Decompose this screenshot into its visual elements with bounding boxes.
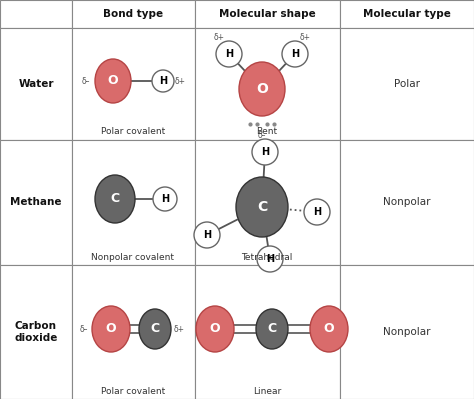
Text: O: O: [210, 322, 220, 336]
Ellipse shape: [196, 306, 234, 352]
Text: C: C: [257, 200, 267, 214]
Text: δ+: δ+: [213, 34, 225, 43]
Bar: [340, 0, 474, 28]
Circle shape: [252, 139, 278, 165]
Bar: [195, 0, 340, 28]
Bar: [195, 28, 340, 140]
Ellipse shape: [139, 309, 171, 349]
Bar: [0, 140, 72, 265]
Text: Nonpolar: Nonpolar: [383, 327, 431, 337]
Bar: [72, 28, 195, 140]
Text: O: O: [106, 322, 116, 336]
Text: δ–: δ–: [82, 77, 90, 85]
Text: H: H: [261, 147, 269, 157]
Text: Molecular shape: Molecular shape: [219, 9, 315, 19]
Bar: [72, 0, 195, 28]
Bar: [340, 265, 474, 399]
Circle shape: [304, 199, 330, 225]
Text: δ+: δ+: [173, 324, 184, 334]
Text: O: O: [256, 82, 268, 96]
Text: Polar covalent: Polar covalent: [101, 387, 165, 395]
Bar: [0, 28, 72, 140]
Text: H: H: [203, 230, 211, 240]
Bar: [195, 140, 340, 265]
Text: H: H: [225, 49, 233, 59]
Text: H: H: [291, 49, 299, 59]
Bar: [0, 0, 72, 28]
Text: C: C: [267, 322, 276, 336]
Circle shape: [216, 41, 242, 67]
Text: Tetrahedral: Tetrahedral: [241, 253, 292, 261]
Bar: [340, 140, 474, 265]
Text: H: H: [159, 76, 167, 86]
Text: δ+: δ+: [174, 77, 185, 85]
Ellipse shape: [239, 62, 285, 116]
Text: Water: Water: [18, 79, 54, 89]
Bar: [72, 265, 195, 399]
Text: H: H: [266, 254, 274, 264]
Text: δ–: δ–: [80, 324, 88, 334]
Ellipse shape: [256, 309, 288, 349]
Text: Nonpolar: Nonpolar: [383, 197, 431, 207]
Ellipse shape: [310, 306, 348, 352]
Text: H: H: [161, 194, 169, 204]
Circle shape: [257, 246, 283, 272]
Text: Nonpolar covalent: Nonpolar covalent: [91, 253, 174, 261]
Bar: [72, 140, 195, 265]
Circle shape: [153, 187, 177, 211]
Text: C: C: [110, 192, 119, 205]
Bar: [340, 28, 474, 140]
Ellipse shape: [95, 59, 131, 103]
Bar: [195, 265, 340, 399]
Text: Carbon
dioxide: Carbon dioxide: [14, 321, 58, 343]
Text: Linear: Linear: [253, 387, 281, 395]
Text: δ+: δ+: [300, 34, 310, 43]
Text: C: C: [150, 322, 160, 336]
Ellipse shape: [236, 177, 288, 237]
Bar: [0, 265, 72, 399]
Circle shape: [194, 222, 220, 248]
Text: O: O: [108, 75, 118, 87]
Text: δ–: δ–: [258, 132, 266, 140]
Text: H: H: [313, 207, 321, 217]
Ellipse shape: [95, 175, 135, 223]
Text: Bond type: Bond type: [103, 9, 163, 19]
Text: Polar: Polar: [394, 79, 420, 89]
Text: Polar covalent: Polar covalent: [101, 128, 165, 136]
Text: O: O: [324, 322, 334, 336]
Circle shape: [152, 70, 174, 92]
Text: Bent: Bent: [256, 128, 278, 136]
Circle shape: [282, 41, 308, 67]
Text: Methane: Methane: [10, 197, 62, 207]
Text: Molecular type: Molecular type: [363, 9, 451, 19]
Ellipse shape: [92, 306, 130, 352]
